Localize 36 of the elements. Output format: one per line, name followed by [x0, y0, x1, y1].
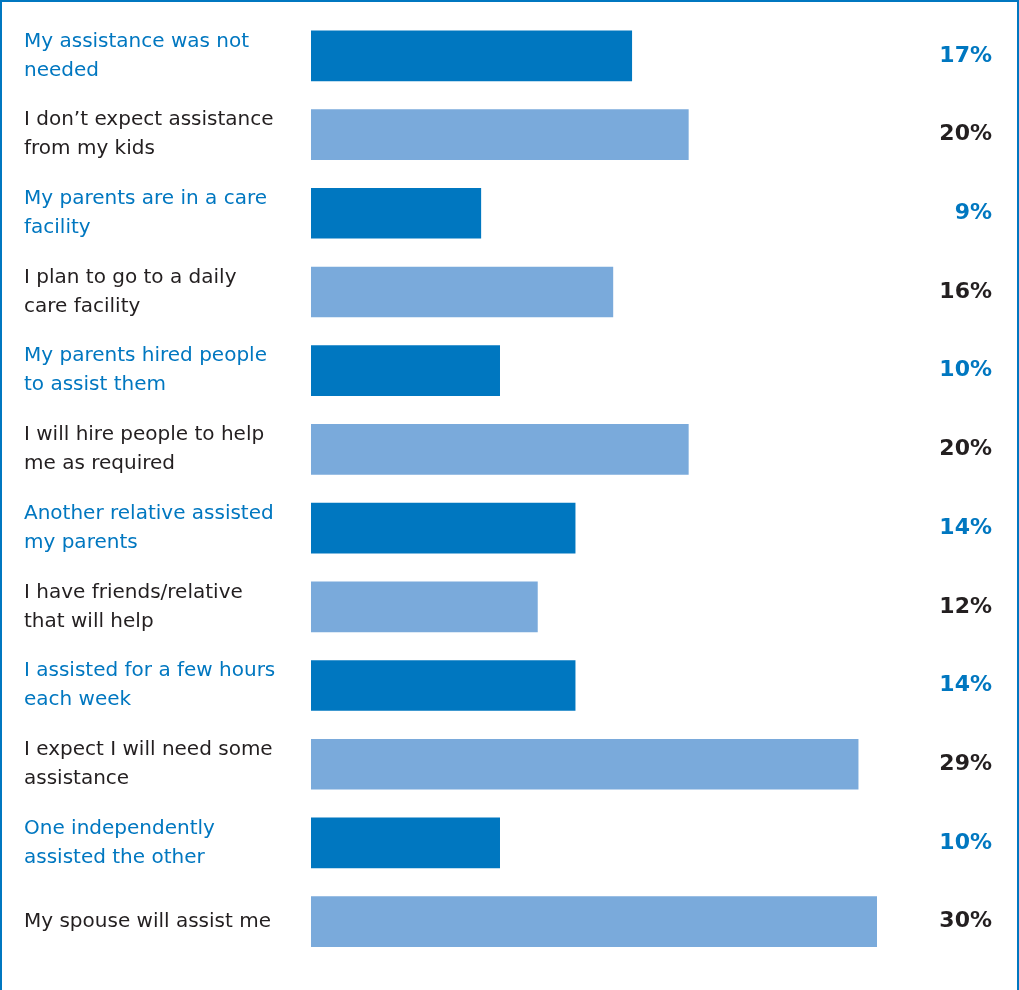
bar	[311, 817, 500, 869]
y-tick-label: I plan to go to a daily care facility	[24, 263, 237, 317]
data-label: 30%	[939, 907, 992, 933]
data-label: 14%	[939, 513, 992, 539]
data-label: 9%	[954, 198, 992, 224]
bar	[311, 424, 689, 475]
y-tick-label: I don’t expect assistance from my kids	[24, 106, 274, 160]
data-label: 17%	[939, 41, 992, 67]
bar	[311, 345, 500, 397]
data-label: 29%	[939, 749, 992, 775]
data-label: 12%	[939, 592, 992, 618]
data-label: 10%	[939, 828, 992, 854]
data-label: 20%	[939, 435, 992, 461]
y-tick-label: My parents hired people to assist them	[24, 342, 267, 396]
y-tick-label: One independently assisted the other	[24, 814, 216, 868]
bar	[311, 109, 689, 160]
y-tick-label: I expect I will need some assistance	[24, 735, 273, 789]
y-tick-label: My parents are in a care facility	[24, 184, 268, 238]
y-tick-label: My assistance was not needed	[24, 27, 250, 81]
bar	[311, 187, 482, 239]
bar	[311, 660, 576, 711]
bar	[311, 581, 538, 633]
y-tick-label: I have friends/relative that will help	[24, 578, 243, 632]
y-tick-label: I will hire people to help me as required	[24, 421, 265, 475]
y-tick-label: My spouse will assist me	[24, 907, 272, 932]
y-tick-label: I assisted for a few hours each week	[24, 657, 276, 711]
bar	[311, 30, 633, 82]
data-label: 10%	[939, 356, 992, 382]
data-label: 14%	[939, 671, 992, 697]
bar	[311, 896, 877, 947]
bar	[311, 266, 614, 318]
y-tick-label: Another relative assisted my parents	[24, 499, 274, 553]
data-label: 20%	[939, 120, 992, 146]
bar	[311, 502, 576, 554]
bar	[311, 738, 859, 790]
data-label: 16%	[939, 277, 992, 303]
